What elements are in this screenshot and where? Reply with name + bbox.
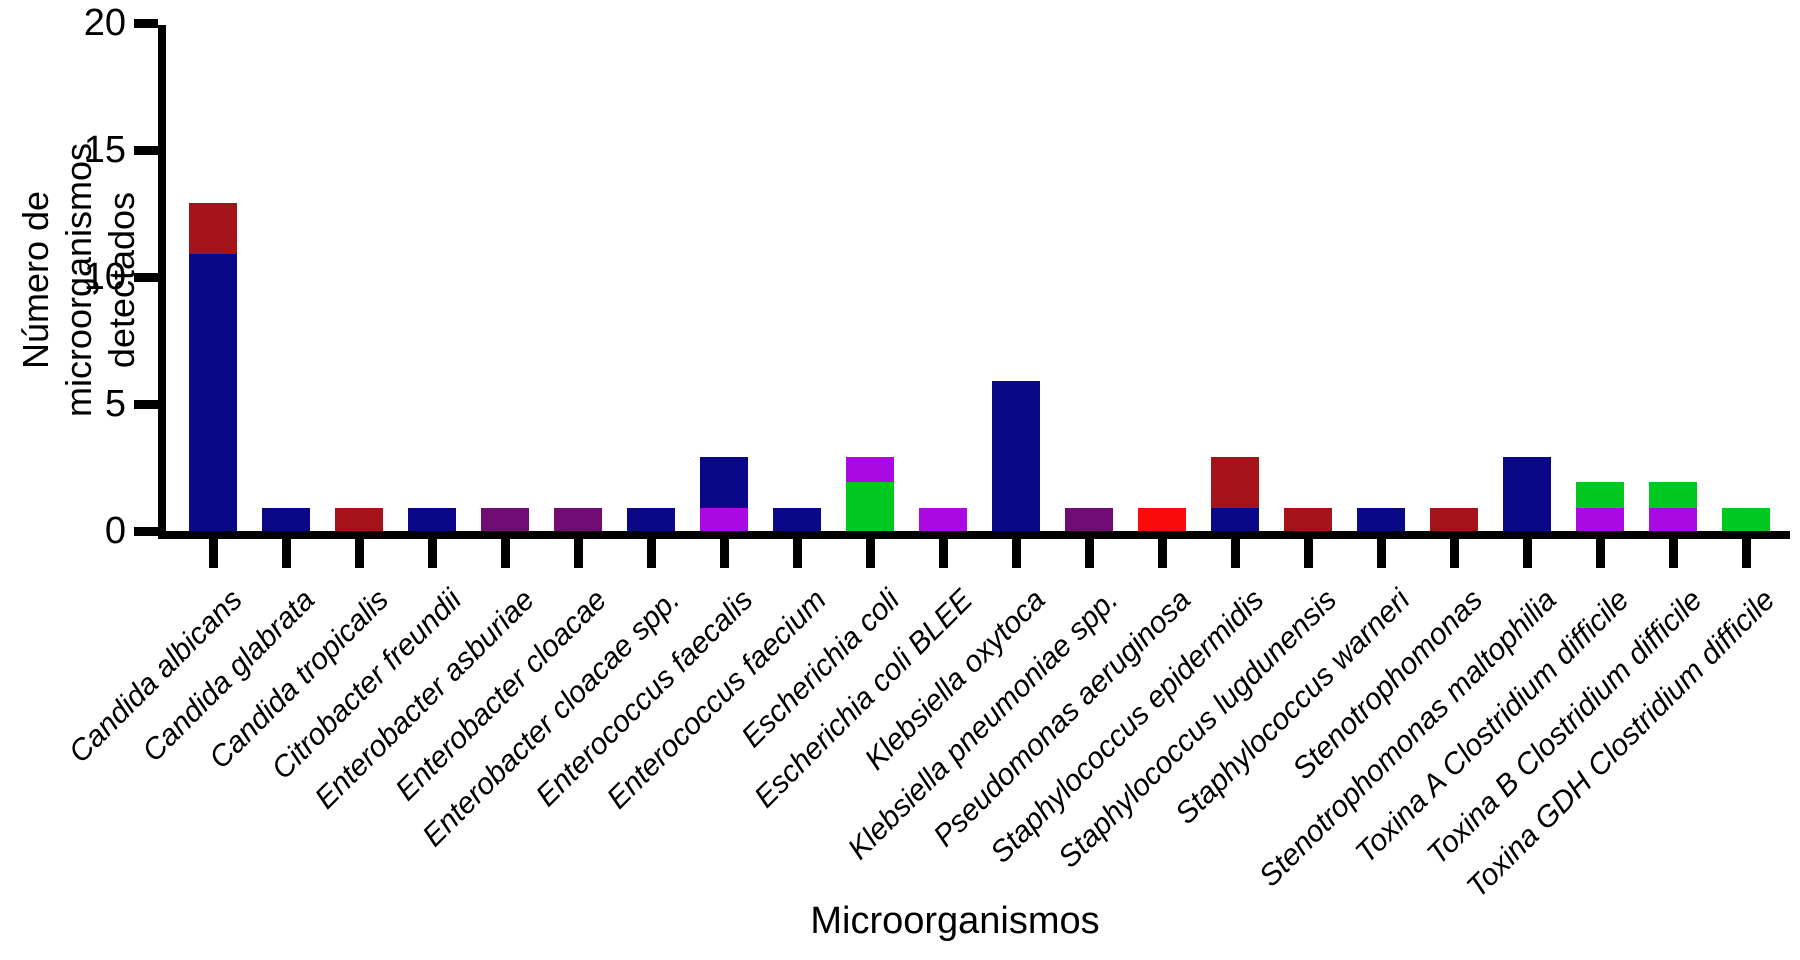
bar-segment-dark_purple [554, 507, 602, 533]
x-axis-tick [1084, 539, 1094, 568]
bar-segment-violet [1649, 507, 1697, 533]
y-axis-tick [134, 526, 158, 536]
y-axis-line [158, 25, 166, 539]
bar-segment-navy [1503, 456, 1551, 533]
x-axis-tick [1522, 539, 1532, 568]
x-axis-line [158, 531, 1790, 539]
bar-segment-dark_red [1284, 507, 1332, 533]
y-axis-tick [134, 145, 158, 155]
bar-segment-green [1576, 482, 1624, 508]
bar-segment-navy [189, 253, 237, 533]
y-tick-label: 20 [83, 2, 126, 44]
y-axis-tick [134, 399, 158, 409]
x-axis-tick [281, 539, 291, 568]
bar-segment-navy [262, 507, 310, 533]
bar-segment-dark_red [335, 507, 383, 533]
bar-segment-violet [1576, 507, 1624, 533]
bar-segment-dark_red [1211, 456, 1259, 508]
bar-segment-dark_red [1430, 507, 1478, 533]
x-axis-tick [1595, 539, 1605, 568]
bar-segment-dark_purple [1065, 507, 1113, 533]
x-axis-tick [938, 539, 948, 568]
bar-segment-navy [700, 456, 748, 508]
x-axis-tick [1230, 539, 1240, 568]
x-axis-tick [208, 539, 218, 568]
x-axis-tick [573, 539, 583, 568]
y-tick-label: 15 [83, 129, 126, 171]
bar-segment-violet [700, 507, 748, 533]
x-axis-title: Microorganismos [810, 900, 1100, 942]
bar-segment-navy [1211, 507, 1259, 533]
bar-segment-violet [919, 507, 967, 533]
y-tick-label: 0 [104, 510, 126, 552]
y-axis-tick [134, 272, 158, 282]
bar-segment-green [846, 482, 894, 533]
bar-segment-violet [846, 456, 894, 483]
x-axis-tick [1303, 539, 1313, 568]
y-axis-tick [134, 18, 158, 28]
x-axis-tick [1157, 539, 1167, 568]
bar-segment-navy [992, 380, 1040, 533]
x-axis-tick [792, 539, 802, 568]
y-tick-label: 5 [104, 383, 126, 425]
x-axis-tick [1741, 539, 1751, 568]
bar-segment-green [1722, 507, 1770, 533]
x-axis-tick [427, 539, 437, 568]
bar-segment-dark_purple [481, 507, 529, 533]
bar-segment-navy [408, 507, 456, 533]
bar-segment-navy [1357, 507, 1405, 533]
bar-segment-navy [627, 507, 675, 533]
bar-segment-navy [773, 507, 821, 533]
x-axis-tick [1668, 539, 1678, 568]
x-axis-tick [865, 539, 875, 568]
x-axis-tick [646, 539, 656, 568]
x-axis-tick [719, 539, 729, 568]
x-axis-tick [1449, 539, 1459, 568]
x-axis-tick [1376, 539, 1386, 568]
x-axis-tick [500, 539, 510, 568]
x-axis-tick [1011, 539, 1021, 568]
y-tick-label: 10 [83, 256, 126, 298]
x-axis-tick [354, 539, 364, 568]
bar-segment-red [1138, 507, 1186, 533]
bar-segment-dark_red [189, 202, 237, 254]
bar-segment-green [1649, 482, 1697, 508]
